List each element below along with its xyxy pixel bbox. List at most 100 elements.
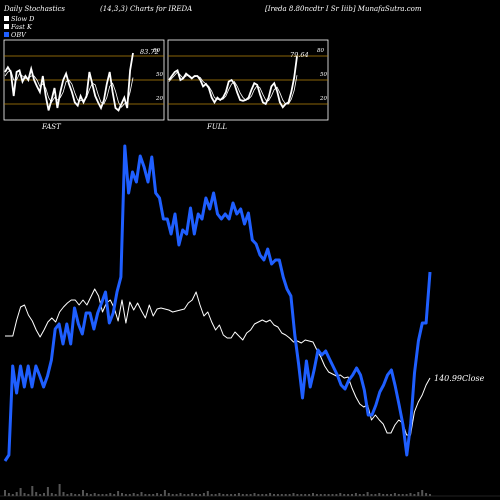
volume-bar [191,493,194,496]
volume-bar [7,493,10,496]
volume-bar [362,494,365,496]
volume-bar [183,494,186,496]
main-plot [0,144,500,497]
volume-bar [401,494,404,496]
volume-bar [206,491,209,496]
volume-bar [234,494,236,496]
volume-bar [237,493,240,496]
fast-stochastic-panel: 80 50 20 83.72 FAST [3,39,165,131]
volume-bar [386,494,389,496]
volume-bars [4,484,431,496]
volume-bar [167,493,170,496]
volume-bar [249,494,252,496]
close-price-line [5,288,431,436]
volume-bar [366,492,369,496]
volume-bar [54,494,57,496]
full-panel-label: FULL [206,123,227,131]
legend-label-obv: OBV [11,31,27,39]
volume-bar [89,494,92,496]
volume-bar [335,494,338,496]
volume-bar [214,494,217,496]
fast-tick-20: 20 [155,96,163,102]
fast-last-value: 83.72 [140,48,159,56]
volume-bar [97,494,100,496]
volume-bar [269,493,272,496]
volume-bar [405,494,408,496]
fast-panel-label: FAST [41,123,62,131]
volume-bar [101,494,104,496]
full-fast-k-line [168,56,298,109]
last-close-suffix: Close [462,374,485,383]
legend: Slow D Fast K OBV [4,15,35,39]
volume-bar [409,493,412,496]
volume-bar [280,494,283,496]
obv-line [3,144,432,462]
volume-bar [163,490,166,496]
volume-bar [15,492,18,496]
volume-bar [109,493,112,496]
volume-bar [175,494,178,496]
volume-bar [351,494,353,496]
volume-bar [156,493,159,496]
volume-bar [58,484,61,496]
legend-label-slow-d: Slow D [11,15,35,23]
volume-bar [296,494,299,496]
volume-bar [327,494,330,496]
fast-tick-80: 80 [153,48,160,54]
volume-bar [179,493,182,496]
volume-bar [66,494,69,496]
volume-bar [19,488,22,496]
volume-bar [136,494,139,496]
volume-bar [323,494,326,496]
volume-bar [210,494,213,496]
full-stochastic-panel: 80 50 20 79.64 FULL [167,39,329,131]
volume-bar [128,494,131,496]
volume-bar [378,493,381,496]
volume-bar [187,494,190,496]
volume-bar [347,494,350,496]
full-tick-80: 80 [317,48,324,54]
volume-bar [82,490,84,496]
volume-bar [117,491,120,496]
header-left: Daily Stochastics [3,5,65,13]
volume-bar [292,493,295,496]
volume-bar [113,494,116,496]
last-close-value: 140.99 [434,374,462,383]
volume-bar [4,490,6,496]
volume-bar [152,494,155,496]
volume-bar [144,494,147,496]
volume-bar [413,494,416,496]
volume-bar [253,493,256,496]
volume-bar [241,494,244,496]
volume-bar [31,486,34,496]
volume-bar [339,493,342,496]
volume-bar [265,494,268,496]
volume-bar [230,494,233,496]
volume-bar [393,493,396,496]
volume-bar [261,494,264,496]
full-tick-20: 20 [319,96,327,102]
volume-bar [93,493,96,496]
volume-bar [374,494,377,496]
volume-bar [124,494,127,496]
volume-bar [304,494,307,496]
volume-bar [140,492,143,496]
volume-bar [105,494,108,496]
volume-bar [43,493,45,496]
volume-bar [222,494,225,496]
volume-bar [50,493,53,496]
volume-bar [425,493,428,496]
volume-bar [121,493,123,496]
volume-bar [11,494,14,496]
volume-bar [331,494,334,496]
volume-bar [46,487,49,496]
volume-bar [390,494,392,496]
volume-bar [202,493,205,496]
full-last-value: 79.64 [290,51,309,59]
volume-bar [39,494,42,496]
fast-tick-50: 50 [156,72,163,78]
volume-bar [370,494,373,496]
volume-bar [315,494,318,496]
